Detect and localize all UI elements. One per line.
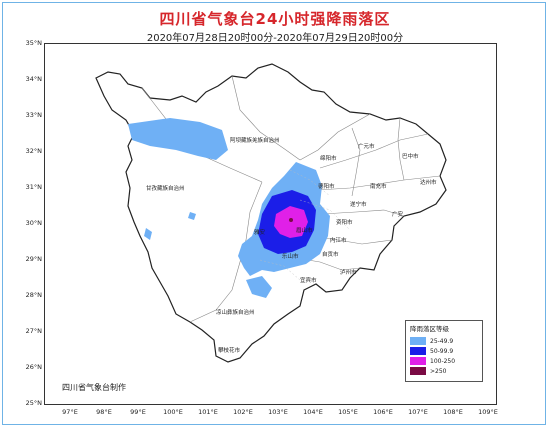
legend-item: 25-49.9 xyxy=(406,336,482,346)
region-label-nanchong: 南充市 xyxy=(370,184,387,190)
lon-label-108: 108°E xyxy=(443,408,463,416)
lon-label-100: 100°E xyxy=(163,408,183,416)
region-label-yaan: 雅安 xyxy=(254,230,266,236)
region-label-luzhou: 泸州市 xyxy=(340,270,357,276)
producer-credit: 四川省气象台制作 xyxy=(62,383,126,392)
lon-label-97: 97°E xyxy=(62,408,78,416)
lat-label-31: 31°N xyxy=(25,183,42,191)
lat-label-35: 35°N xyxy=(25,39,42,47)
rain-level-4 xyxy=(289,218,293,222)
map-title: 四川省气象台24小时强降雨落区 xyxy=(159,10,391,28)
region-label-deyang: 德阳市 xyxy=(318,184,335,190)
region-label-panzhihua: 攀枝花市 xyxy=(218,348,241,354)
region-label-dazhou: 达州市 xyxy=(420,180,437,186)
lon-label-102: 102°E xyxy=(233,408,253,416)
region-label-yibin: 宜宾市 xyxy=(300,278,317,284)
region-label-aba: 阿坝藏族羌族自治州 xyxy=(230,138,280,144)
lat-label-26: 26°N xyxy=(25,363,42,371)
region-label-guangan: 广安 xyxy=(392,212,404,218)
legend-item: >250 xyxy=(406,366,482,376)
lat-label-32: 32°N xyxy=(25,147,42,155)
lat-label-25: 25°N xyxy=(25,399,42,407)
lat-label-30: 30°N xyxy=(25,219,42,227)
lon-label-104: 104°E xyxy=(303,408,323,416)
region-label-bazhong: 巴中市 xyxy=(402,154,419,160)
map-subtitle: 2020年07月28日20时00分-2020年07月29日20时00分 xyxy=(146,33,404,44)
lon-label-103: 103°E xyxy=(268,408,288,416)
lon-label-106: 106°E xyxy=(373,408,393,416)
region-label-zigong: 自贡市 xyxy=(322,252,339,258)
region-label-neijiang: 内江市 xyxy=(330,238,347,244)
region-label-meishan: 眉山市 xyxy=(296,228,313,234)
lon-label-98: 98°E xyxy=(96,408,112,416)
lat-label-27: 27°N xyxy=(25,327,42,335)
lon-label-99: 99°E xyxy=(130,408,146,416)
legend-swatch xyxy=(410,347,426,355)
legend-label: >250 xyxy=(430,367,447,375)
region-label-ganzi: 甘孜藏族自治州 xyxy=(146,186,185,192)
lon-label-105: 105°E xyxy=(338,408,358,416)
lon-label-109: 109°E xyxy=(478,408,498,416)
outer-frame xyxy=(2,2,546,425)
region-label-guangyuan: 广元市 xyxy=(358,144,375,150)
lon-label-107: 107°E xyxy=(408,408,428,416)
region-label-ziyang: 资阳市 xyxy=(336,220,353,226)
legend-item: 100-250 xyxy=(406,356,482,366)
legend-label: 100-250 xyxy=(430,357,456,365)
lat-label-29: 29°N xyxy=(25,255,42,263)
legend-item: 50-99.9 xyxy=(406,346,482,356)
lat-label-28: 28°N xyxy=(25,291,42,299)
map-legend: 降雨落区等级 25-49.9 50-99.9 100-250 >250 xyxy=(405,320,483,382)
region-label-leshan: 乐山市 xyxy=(282,254,299,260)
legend-swatch xyxy=(410,357,426,365)
legend-label: 25-49.9 xyxy=(430,337,454,345)
region-label-liangshan: 凉山彝族自治州 xyxy=(216,310,255,316)
legend-swatch xyxy=(410,337,426,345)
legend-swatch xyxy=(410,367,426,375)
county-lines xyxy=(259,169,351,281)
lat-label-33: 33°N xyxy=(25,111,42,119)
lon-label-101: 101°E xyxy=(198,408,218,416)
lat-label-34: 34°N xyxy=(25,75,42,83)
region-label-suining: 遂宁市 xyxy=(350,202,367,208)
region-label-mianyang: 绵阳市 xyxy=(320,156,337,162)
legend-title: 降雨落区等级 xyxy=(410,325,449,333)
legend-label: 50-99.9 xyxy=(430,347,454,355)
